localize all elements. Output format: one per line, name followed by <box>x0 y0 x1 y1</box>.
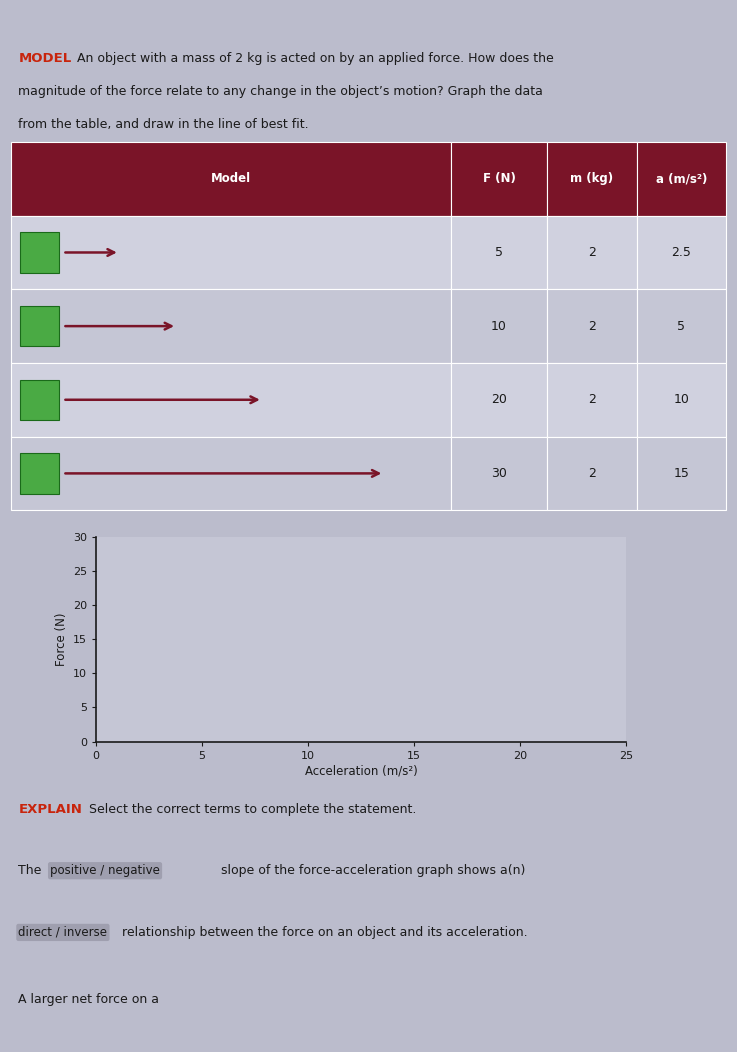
Text: positive / negative: positive / negative <box>50 865 160 877</box>
FancyBboxPatch shape <box>11 363 451 437</box>
Text: 15: 15 <box>674 467 689 480</box>
Text: 10: 10 <box>674 393 689 406</box>
Text: F (N): F (N) <box>483 173 515 185</box>
FancyBboxPatch shape <box>11 216 451 289</box>
Text: MODEL: MODEL <box>18 53 71 65</box>
Text: An object with a mass of 2 kg is acted on by an applied force. How does the: An object with a mass of 2 kg is acted o… <box>77 53 554 65</box>
FancyBboxPatch shape <box>20 306 59 346</box>
Text: direct / inverse: direct / inverse <box>18 926 108 939</box>
Text: relationship between the force on an object and its acceleration.: relationship between the force on an obj… <box>122 926 527 939</box>
FancyBboxPatch shape <box>11 437 451 510</box>
Text: 5: 5 <box>677 320 685 332</box>
Text: 2: 2 <box>588 393 595 406</box>
FancyBboxPatch shape <box>20 380 59 420</box>
FancyBboxPatch shape <box>637 363 726 437</box>
FancyBboxPatch shape <box>637 216 726 289</box>
Text: 30: 30 <box>491 467 507 480</box>
FancyBboxPatch shape <box>547 142 637 216</box>
FancyBboxPatch shape <box>451 289 547 363</box>
Text: 2.5: 2.5 <box>671 246 691 259</box>
Text: 10: 10 <box>491 320 507 332</box>
Text: Model: Model <box>211 173 251 185</box>
Text: 5: 5 <box>495 246 503 259</box>
FancyBboxPatch shape <box>451 216 547 289</box>
Text: EXPLAIN: EXPLAIN <box>18 803 83 815</box>
Text: A larger net force on a: A larger net force on a <box>18 993 159 1006</box>
FancyBboxPatch shape <box>451 142 547 216</box>
FancyBboxPatch shape <box>637 437 726 510</box>
FancyBboxPatch shape <box>20 453 59 493</box>
Text: 2: 2 <box>588 320 595 332</box>
FancyBboxPatch shape <box>451 437 547 510</box>
FancyBboxPatch shape <box>547 289 637 363</box>
FancyBboxPatch shape <box>451 363 547 437</box>
Text: from the table, and draw in the line of best fit.: from the table, and draw in the line of … <box>18 119 309 132</box>
FancyBboxPatch shape <box>547 437 637 510</box>
Text: m (kg): m (kg) <box>570 173 613 185</box>
Text: 20: 20 <box>491 393 507 406</box>
FancyBboxPatch shape <box>547 216 637 289</box>
Text: 2: 2 <box>588 467 595 480</box>
Y-axis label: Force (N): Force (N) <box>55 612 69 666</box>
FancyBboxPatch shape <box>637 289 726 363</box>
Text: The: The <box>18 865 46 877</box>
Text: 2: 2 <box>588 246 595 259</box>
Text: slope of the force-acceleration graph shows a(n): slope of the force-acceleration graph sh… <box>221 865 525 877</box>
Text: Select the correct terms to complete the statement.: Select the correct terms to complete the… <box>85 803 416 815</box>
FancyBboxPatch shape <box>11 289 451 363</box>
Text: magnitude of the force relate to any change in the object’s motion? Graph the da: magnitude of the force relate to any cha… <box>18 85 543 98</box>
X-axis label: Acceleration (m/s²): Acceleration (m/s²) <box>305 765 417 777</box>
Text: a (m/s²): a (m/s²) <box>656 173 707 185</box>
FancyBboxPatch shape <box>20 232 59 272</box>
FancyBboxPatch shape <box>547 363 637 437</box>
FancyBboxPatch shape <box>637 142 726 216</box>
FancyBboxPatch shape <box>11 142 451 216</box>
